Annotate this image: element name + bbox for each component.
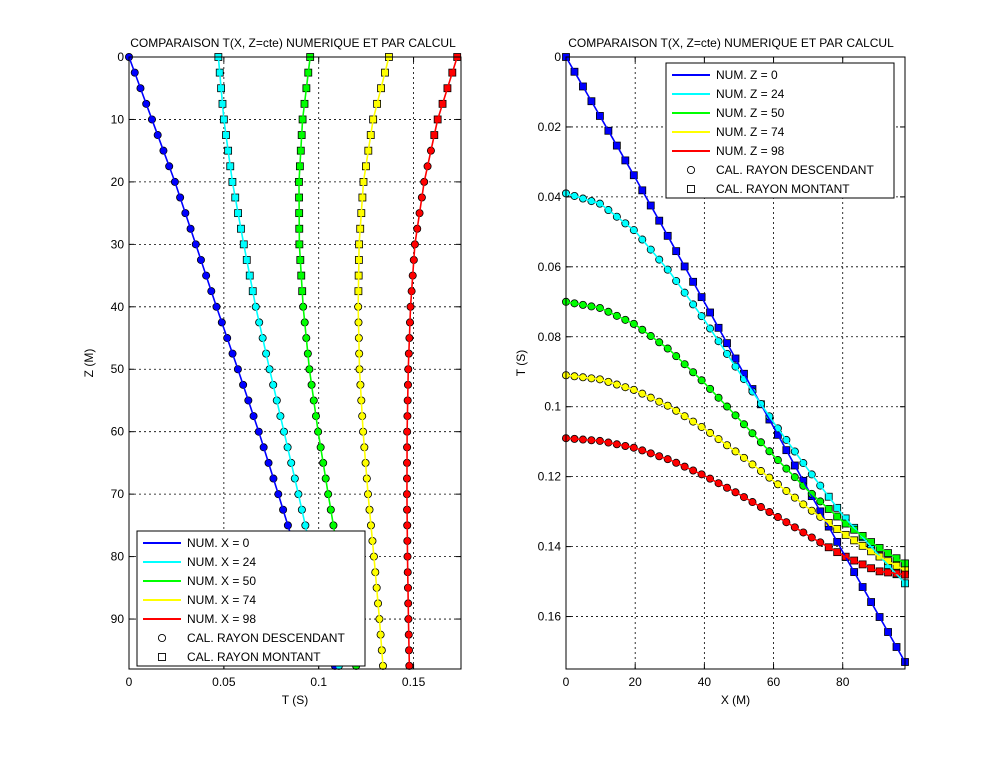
- legend: NUM. X = 0 NUM. X = 24 NUM. X = 50 NUM. X =…: [136, 530, 366, 667]
- x-tick-label: 0: [563, 675, 570, 689]
- y-tick-label: 0: [554, 50, 561, 64]
- series-line: [565, 192, 906, 584]
- y-tick-label: 0.06: [538, 260, 562, 274]
- y-tick-label: 0.02: [538, 120, 562, 134]
- legend-marker-circle: [686, 165, 696, 175]
- legend-entry: NUM. X = 24: [187, 555, 256, 569]
- y-tick-label: 0.08: [538, 330, 562, 344]
- x-tick-label: 60: [767, 675, 781, 689]
- ticks: 0 0.05 0.1 0.15 0 10 20 30 40 50 60 70 80 90: [111, 50, 461, 689]
- y-tick-label: 10: [111, 112, 125, 126]
- y-tick-label: 40: [111, 300, 125, 314]
- legend-entry: NUM. X = 50: [187, 574, 256, 588]
- x-tick-label: 40: [698, 675, 712, 689]
- legend-entry: CAL. RAYON DESCENDANT: [716, 163, 874, 177]
- y-axis-label: T (S): [514, 350, 528, 376]
- y-tick-label: 80: [111, 550, 125, 564]
- numeric-lines: [565, 56, 906, 663]
- left-plot: 0 0.05 0.1 0.15 0 10 20 30 40 50 60 70 80 90 COMPARAIS…: [82, 36, 462, 707]
- x-tick-label: 20: [629, 675, 643, 689]
- y-tick-label: 90: [111, 612, 125, 626]
- axes-frame: [565, 56, 906, 670]
- legend-entry: NUM. Z = 50: [716, 106, 785, 120]
- legend-entry: NUM. Z = 98: [716, 144, 785, 158]
- series-line: [565, 374, 906, 572]
- x-axis-label: X (M): [721, 693, 750, 707]
- legend-entry: NUM. X = 74: [187, 593, 256, 607]
- y-tick-label: 20: [111, 175, 125, 189]
- right-plot: 0 20 40 60 80 0 0.02 0.04 0.06 0.08 0.1 0.12 0.14 0.1…: [514, 36, 909, 707]
- legend-marker-circle: [157, 633, 167, 643]
- axes-frame: [128, 56, 462, 670]
- legend-entry: CAL. RAYON MONTANT: [187, 650, 321, 664]
- chart-title: COMPARAISON T(X, Z=cte) NUMERIQUE ET PAR…: [130, 36, 456, 50]
- x-tick-label: 0.15: [402, 675, 426, 689]
- series-line: [357, 56, 390, 670]
- y-tick-label: 0.12: [538, 470, 562, 484]
- legend-entry: NUM. X = 0: [187, 536, 250, 550]
- legend-marker-square: [687, 185, 695, 193]
- y-tick-label: 30: [111, 237, 125, 251]
- legend: NUM. Z = 0 NUM. Z = 24 NUM. Z = 50 NUM. Z =…: [665, 62, 895, 199]
- x-axis-label: T (S): [282, 693, 308, 707]
- legend-entry: NUM. Z = 74: [716, 125, 785, 139]
- legend-box: [665, 62, 895, 199]
- legend-entry: NUM. Z = 0: [716, 68, 778, 82]
- series-line: [565, 56, 906, 663]
- y-tick-label: 0.1: [544, 400, 561, 414]
- y-tick-label: 0.14: [538, 540, 562, 554]
- legend-box: [136, 530, 366, 667]
- series-line: [565, 437, 906, 576]
- y-tick-label: 0: [117, 50, 124, 64]
- y-tick-label: 0.04: [538, 190, 562, 204]
- y-tick-label: 50: [111, 362, 125, 376]
- legend-entry: CAL. RAYON DESCENDANT: [187, 631, 345, 645]
- y-tick-label: 70: [111, 487, 125, 501]
- y-tick-label: 60: [111, 425, 125, 439]
- x-tick-label: 0.1: [310, 675, 327, 689]
- x-tick-label: 80: [836, 675, 850, 689]
- ticks: 0 20 40 60 80 0 0.02 0.04 0.06 0.08 0.1 0.12 0.14 0.1…: [538, 50, 905, 689]
- y-tick-label: 0.16: [538, 610, 562, 624]
- x-tick-label: 0: [126, 675, 133, 689]
- y-axis-label: Z (M): [82, 349, 96, 378]
- chart-title: COMPARAISON T(X, Z=cte) NUMERIQUE ET PAR…: [568, 36, 894, 50]
- legend-entry: NUM. X = 98: [187, 612, 256, 626]
- legend-marker-square: [158, 653, 166, 661]
- series-line: [406, 56, 458, 670]
- x-tick-label: 0.05: [212, 675, 236, 689]
- legend-entry: NUM. Z = 24: [716, 87, 785, 101]
- legend-entry: CAL. RAYON MONTANT: [716, 182, 850, 196]
- series-line: [565, 301, 906, 565]
